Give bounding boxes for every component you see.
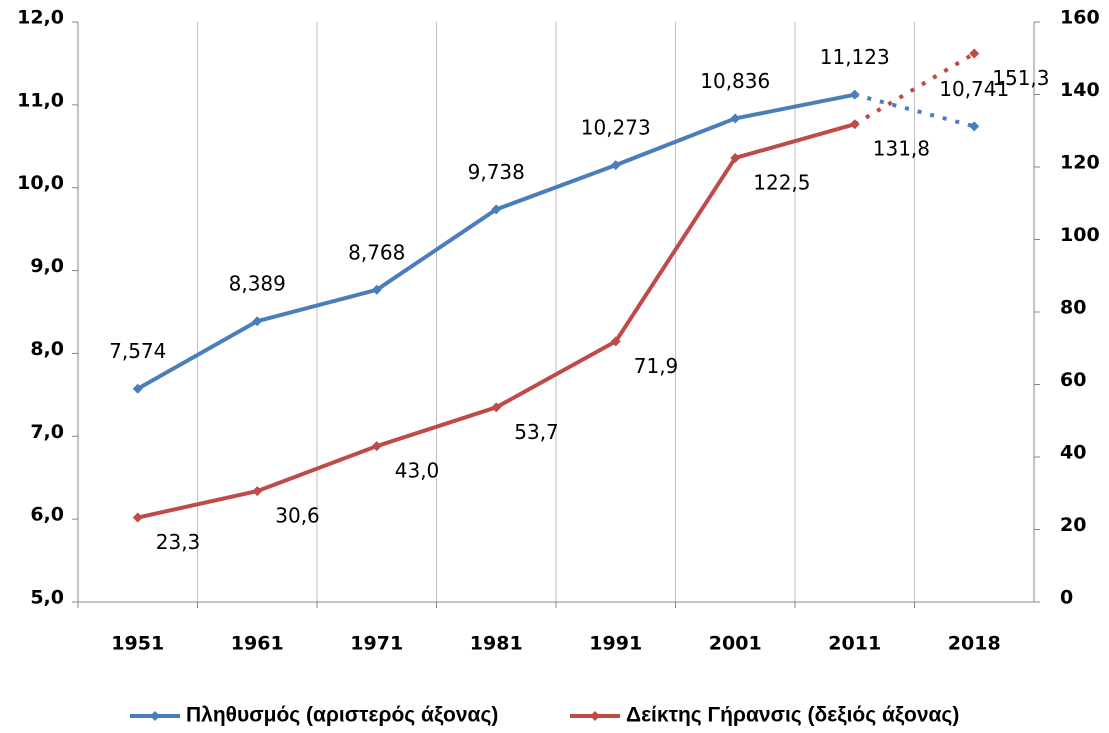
y2-tick-label: 0 bbox=[1060, 587, 1073, 609]
y2-tick-label: 60 bbox=[1060, 369, 1086, 391]
x-tick-label: 2018 bbox=[948, 633, 1001, 655]
marker bbox=[491, 204, 502, 215]
line-segment bbox=[256, 287, 378, 324]
x-tick-label: 2011 bbox=[828, 633, 881, 655]
marker bbox=[849, 89, 860, 100]
data-label: 53,7 bbox=[514, 420, 559, 444]
y-tick-label: 7,0 bbox=[30, 421, 64, 443]
line-segment bbox=[734, 122, 856, 160]
data-label: 131,8 bbox=[873, 137, 930, 161]
data-label: 10,741 bbox=[939, 77, 1009, 101]
line-segment bbox=[136, 319, 259, 391]
x-tick-label: 1951 bbox=[111, 633, 164, 655]
y2-tick-label: 120 bbox=[1060, 152, 1100, 174]
data-label: 8,768 bbox=[348, 240, 405, 264]
line-segment bbox=[137, 489, 258, 520]
y-tick-label: 11,0 bbox=[17, 89, 64, 111]
y2-tick-label: 20 bbox=[1060, 514, 1086, 536]
data-label: 23,3 bbox=[156, 530, 201, 554]
x-tick-label: 1971 bbox=[350, 633, 403, 655]
data-label: 122,5 bbox=[753, 170, 810, 194]
x-tick-label: 1981 bbox=[470, 633, 523, 655]
legend-marker bbox=[590, 711, 600, 721]
line-segment bbox=[376, 405, 497, 449]
x-tick-label: 2001 bbox=[709, 633, 762, 655]
line-segment bbox=[614, 156, 737, 343]
marker bbox=[610, 336, 621, 347]
y-tick-label: 12,0 bbox=[17, 7, 64, 29]
marker bbox=[610, 160, 621, 171]
marker bbox=[371, 441, 382, 452]
y-tick-label: 9,0 bbox=[30, 255, 64, 277]
marker bbox=[969, 121, 980, 132]
y2-tick-label: 100 bbox=[1060, 224, 1100, 246]
y-tick-label: 10,0 bbox=[17, 172, 64, 194]
data-label: 7,574 bbox=[109, 339, 166, 363]
data-label: 8,389 bbox=[229, 272, 286, 296]
y2-tick-label: 80 bbox=[1060, 297, 1086, 319]
line-segment bbox=[734, 92, 856, 121]
data-label: 11,123 bbox=[820, 45, 890, 69]
marker bbox=[491, 402, 502, 413]
marker bbox=[132, 383, 143, 394]
line-segment bbox=[256, 444, 378, 493]
y-tick-label: 8,0 bbox=[30, 338, 64, 360]
marker bbox=[849, 119, 860, 130]
marker bbox=[132, 512, 143, 523]
data-label: 30,6 bbox=[275, 504, 320, 528]
data-label: 10,273 bbox=[581, 116, 651, 140]
data-label: 43,0 bbox=[395, 459, 440, 483]
data-label: 10,836 bbox=[700, 69, 770, 93]
line-segment bbox=[375, 207, 498, 292]
line-segment bbox=[495, 163, 617, 212]
y-tick-label: 6,0 bbox=[30, 504, 64, 526]
marker bbox=[252, 486, 263, 497]
data-label: 151,3 bbox=[992, 66, 1049, 90]
marker bbox=[252, 316, 263, 327]
y2-tick-label: 160 bbox=[1060, 7, 1100, 29]
marker bbox=[371, 284, 382, 295]
data-label: 71,9 bbox=[634, 354, 679, 378]
legend-label: Πληθυσμός (αριστερός άξονας) bbox=[186, 704, 498, 727]
data-label: 9,738 bbox=[468, 160, 525, 184]
x-tick-label: 1961 bbox=[231, 633, 284, 655]
y2-tick-label: 40 bbox=[1060, 442, 1086, 464]
marker bbox=[730, 113, 741, 124]
legend-label: Δείκτης Γήρανσις (δεξιός άξονας) bbox=[626, 704, 959, 727]
marker bbox=[730, 152, 741, 163]
legend-marker bbox=[150, 711, 160, 721]
y-tick-label: 5,0 bbox=[30, 587, 64, 609]
line-segment bbox=[495, 339, 617, 410]
y2-tick-label: 140 bbox=[1060, 79, 1100, 101]
line-segment bbox=[615, 116, 736, 167]
marker bbox=[969, 48, 980, 59]
x-tick-label: 1991 bbox=[589, 633, 642, 655]
